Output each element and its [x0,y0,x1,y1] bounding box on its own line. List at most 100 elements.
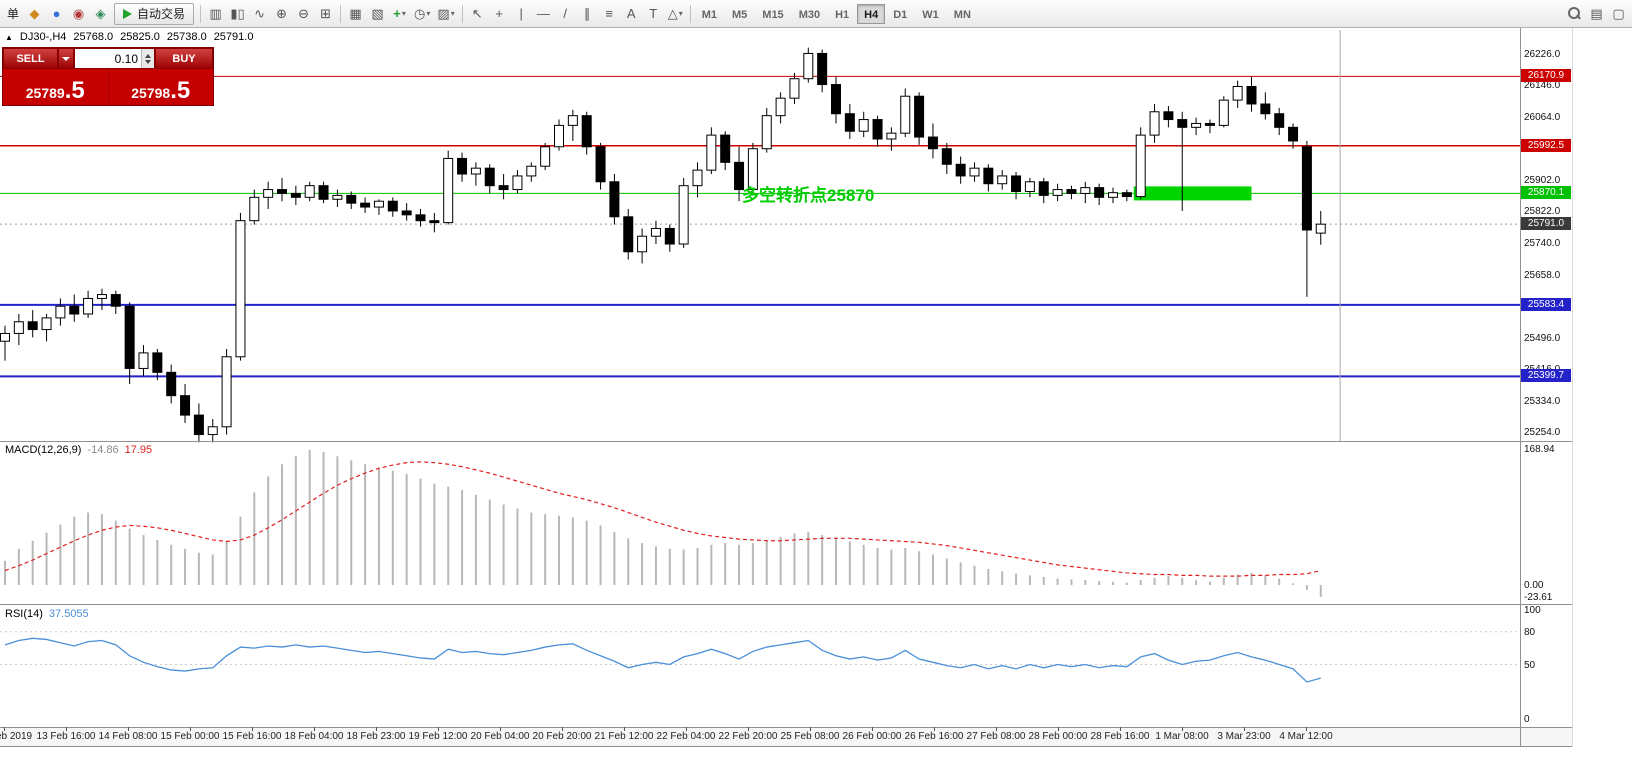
price-axis-label[interactable]: 25254.0 [1524,427,1561,438]
equidistant-channel-icon[interactable]: ∥ [583,6,591,21]
candle-body [27,321,38,331]
time-axis-label[interactable]: 22 Feb 20:00 [718,731,778,742]
search-icon[interactable] [1564,3,1585,25]
volume-spinner[interactable] [141,49,154,68]
time-axis-label[interactable]: 15 Feb 16:00 [222,731,282,742]
buy-button[interactable]: BUY [155,48,213,69]
order-type-dropdown[interactable] [58,48,74,69]
time-axis-label[interactable]: 3 Mar 23:00 [1217,731,1271,742]
time-axis[interactable] [0,727,1572,747]
time-axis-label[interactable]: 4 Mar 12:00 [1279,731,1333,742]
text-icon[interactable]: A [626,6,636,21]
time-axis-label[interactable]: 26 Feb 16:00 [904,731,964,742]
time-axis-label[interactable]: 15 Feb 00:00 [160,731,220,742]
navigator-icon[interactable]: ◈ [95,6,106,21]
rsi-axis-label[interactable]: 80 [1524,626,1536,638]
time-axis-label[interactable]: 1 Mar 08:00 [1155,731,1209,742]
data-window-icon[interactable]: ◉ [72,6,85,21]
timeframe-mn[interactable]: MN [953,8,971,21]
buy-price[interactable]: 25798.5 [107,69,214,105]
time-axis-label[interactable]: 20 Feb 04:00 [470,731,530,742]
rsi-axis-label[interactable]: 100 [1524,605,1541,616]
price-axis-label[interactable]: 26226.0 [1524,49,1561,60]
price-axis-label[interactable]: 26064.0 [1524,112,1561,123]
quick-panel-icon[interactable]: ▤ [1590,6,1603,21]
candle-body [983,167,994,185]
chevron-down-icon: ▾ [450,8,455,18]
price-axis-label[interactable]: 25822.0 [1524,206,1561,218]
time-axis-label[interactable]: 26 Feb 00:00 [842,731,902,742]
sell-price[interactable]: 25789.5 [3,69,108,105]
tile-windows-icon[interactable]: ⊞ [320,6,331,21]
auto-trading-button[interactable]: 自动交易 [114,2,195,25]
timeframe-m5[interactable]: M5 [732,8,748,21]
price-axis-label[interactable]: 25334.0 [1524,395,1561,407]
time-axis-label[interactable]: 28 Feb 16:00 [1090,731,1150,742]
text-label-icon[interactable]: T [649,6,658,21]
timeframe-m1[interactable]: M1 [701,8,717,21]
timeframe-m15[interactable]: M15 [762,8,784,21]
price-axis-label[interactable]: 25740.0 [1524,238,1561,249]
zoom-in-icon[interactable]: ⊕ [276,6,287,21]
time-axis-label[interactable]: 28 Feb 00:00 [1028,731,1088,742]
new-order-icon[interactable]: ◆ [29,6,40,21]
price-axis-label[interactable]: 25658.0 [1524,269,1561,281]
time-axis-label[interactable]: 14 Feb 08:00 [98,731,158,742]
time-axis-label[interactable]: 19 Feb 12:00 [408,731,468,742]
sell-button[interactable]: SELL [3,48,58,69]
bar-chart-icon[interactable]: ▥ [209,6,222,21]
time-axis-label[interactable]: 13 Feb 16:00 [36,731,96,742]
time-axis-label[interactable]: 18 Feb 23:00 [346,731,406,742]
candlestick-chart-icon[interactable]: ▮▯ [230,6,245,21]
timeframe-m30[interactable]: M30 [798,8,821,21]
candle-body [540,146,551,167]
periods-icon[interactable]: ◷ ▾ [414,6,431,21]
time-axis-tick [438,727,439,731]
indicators-icon[interactable]: + ▾ [393,6,406,21]
price-axis-label[interactable]: 25496.0 [1524,332,1561,344]
highlight-rectangle[interactable] [1133,186,1252,201]
market-watch-icon[interactable]: ● [52,6,61,21]
toolbox-panel-icon[interactable]: ▢ [1612,6,1625,21]
arrange-windows-icon[interactable]: ▧ [371,6,384,21]
cursor-icon[interactable]: ↖ [471,6,483,21]
time-axis-label[interactable]: 13 Feb 2019 [0,731,33,742]
timeframe-h4[interactable]: H4 [857,3,886,24]
fibonacci-icon[interactable]: ≡ [605,6,613,21]
crosshair-icon[interactable]: + [495,6,503,21]
templates-icon[interactable]: ▨ ▾ [437,6,455,21]
time-axis-label[interactable]: 18 Feb 04:00 [284,731,344,742]
timeframe-h1[interactable]: H1 [835,8,850,21]
rsi-axis-label[interactable]: 0 [1524,714,1530,725]
time-axis-label[interactable]: 27 Feb 08:00 [966,731,1026,742]
vertical-line-icon[interactable]: | [519,6,523,21]
panel-separator[interactable] [0,604,1572,605]
macd-axis-label[interactable]: 0.00 [1524,580,1544,591]
time-axis-tick [314,727,315,731]
volume-field[interactable]: 0.10 [74,48,155,69]
time-axis-tick [1244,727,1245,731]
candle-body [1274,113,1285,128]
timeframe-d1[interactable]: D1 [893,8,908,21]
macd-axis-label[interactable]: 168.94 [1524,444,1555,455]
time-axis-label[interactable]: 22 Feb 04:00 [656,731,716,742]
panel-separator[interactable] [0,441,1572,442]
cascade-windows-icon[interactable]: ▦ [349,6,362,21]
candle-body [734,161,745,191]
arrows-icon[interactable]: △ ▾ [667,6,683,21]
line-chart-icon[interactable]: ∿ [254,6,265,21]
trendline-icon[interactable]: / [563,6,568,21]
macd-axis-label[interactable]: -23.61 [1524,592,1553,603]
price-axis-label[interactable]: 26146.0 [1524,80,1561,92]
price-axis-label[interactable]: 25902.0 [1524,175,1561,186]
zoom-out-icon[interactable]: ⊖ [298,6,309,21]
time-axis-label[interactable]: 25 Feb 08:00 [780,731,840,742]
time-axis-label[interactable]: 20 Feb 20:00 [532,731,592,742]
menu-label[interactable]: 单 [7,6,20,21]
horizontal-line-icon[interactable]: — [536,6,550,21]
time-axis-label[interactable]: 21 Feb 12:00 [594,731,654,742]
rsi-axis-label[interactable]: 50 [1524,659,1536,671]
chart-annotation[interactable]: 多空转折点25870 [742,186,875,205]
timeframe-w1[interactable]: W1 [922,8,939,21]
